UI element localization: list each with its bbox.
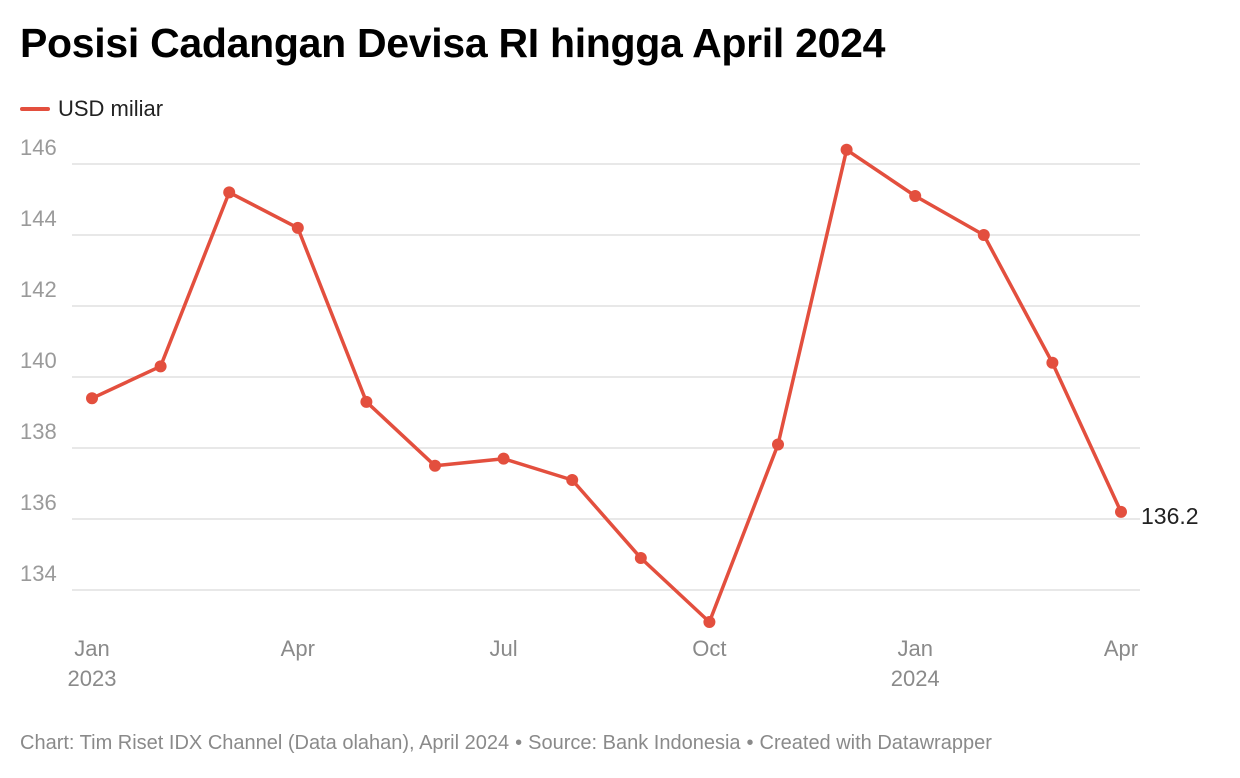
footer-separator: •	[515, 732, 523, 754]
data-point	[86, 392, 98, 405]
data-point	[634, 552, 647, 565]
data-point	[497, 452, 510, 465]
data-point	[840, 143, 853, 156]
y-tick-label: 146	[20, 135, 57, 160]
chart-title: Posisi Cadangan Devisa RI hingga April 2…	[20, 20, 886, 66]
y-tick-label: 140	[20, 348, 57, 373]
x-tick-label: Jul	[490, 636, 518, 661]
created-with: Created with Datawrapper	[759, 732, 992, 754]
y-tick-label: 136	[20, 490, 57, 515]
y-tick-label: 134	[20, 561, 57, 586]
data-point	[566, 473, 579, 486]
end-value-label: 136.2	[1141, 503, 1199, 529]
x-tick-year-label: 2024	[891, 666, 940, 691]
data-point	[1046, 356, 1059, 369]
y-tick-label: 138	[20, 419, 57, 444]
data-point	[223, 186, 236, 199]
x-tick-label: Apr	[281, 636, 315, 661]
footer-separator: •	[746, 732, 754, 754]
data-point	[360, 395, 373, 408]
data-point	[772, 438, 784, 451]
line-chart: 146 144 142 140 138 136 134 Jan 2023 Apr Jul Oct Jan…	[20, 135, 1199, 691]
data-point	[977, 229, 990, 241]
data-point	[1115, 505, 1127, 518]
series-line	[90, 148, 1123, 624]
data-point	[703, 615, 716, 628]
legend-label: USD miliar	[58, 96, 164, 121]
x-tick-label: Oct	[692, 636, 726, 661]
x-tick-year-label: 2023	[68, 666, 117, 691]
x-tick-label: Apr	[1104, 636, 1138, 661]
data-point	[291, 221, 304, 234]
data-point	[909, 189, 922, 202]
x-tick-label: Jan	[897, 636, 932, 661]
chart-source: Source: Bank Indonesia	[528, 732, 741, 754]
data-point	[154, 360, 167, 373]
chart-credit: Chart: Tim Riset IDX Channel (Data olaha…	[20, 732, 510, 754]
legend: USD miliar	[20, 96, 163, 122]
data-point	[429, 459, 441, 472]
legend-swatch	[20, 107, 50, 111]
x-tick-label: Jan	[74, 636, 109, 661]
y-tick-label: 142	[20, 277, 57, 302]
chart-footer: Chart: Tim Riset IDX Channel (Data olaha…	[20, 732, 992, 755]
y-tick-label: 144	[20, 206, 57, 231]
